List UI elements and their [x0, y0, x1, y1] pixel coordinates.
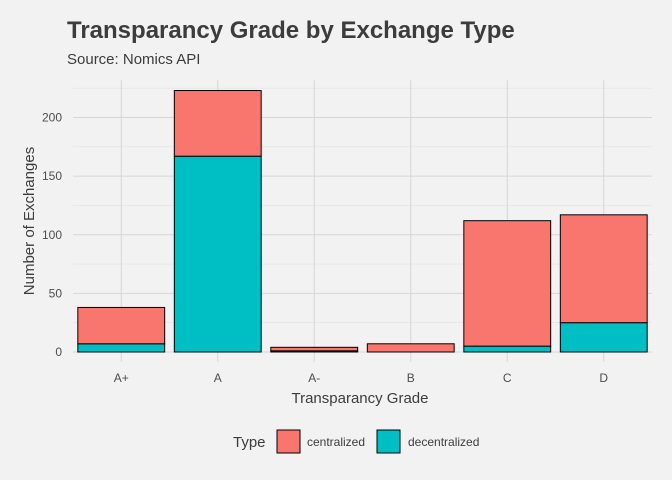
bar-centralized — [270, 346, 359, 352]
bars — [77, 90, 648, 353]
y-axis-title: Number of Exchanges — [21, 147, 38, 295]
bar-centralized — [463, 220, 552, 347]
bar-decentralized — [173, 155, 262, 353]
y-tick-label: 100 — [42, 228, 62, 242]
chart-title: Transparancy Grade by Exchange Type — [67, 17, 515, 44]
bar-centralized — [559, 214, 648, 324]
legend-key-decentralized — [376, 429, 401, 454]
x-tick-label: C — [503, 371, 512, 385]
x-tick-label: D — [599, 371, 608, 385]
bar-decentralized — [77, 343, 166, 353]
y-axis-ticks: 0 50 100 150 200 — [42, 111, 62, 360]
y-tick-label: 50 — [49, 286, 63, 300]
legend-title: Type — [233, 434, 266, 451]
legend-key-centralized — [276, 429, 301, 454]
y-tick-label: 0 — [55, 345, 62, 359]
x-tick-label: B — [407, 371, 415, 385]
bar-decentralized — [559, 322, 648, 353]
chart-subtitle: Source: Nomics API — [67, 51, 200, 68]
bar-centralized — [173, 90, 262, 157]
y-tick-label: 200 — [42, 111, 62, 125]
bar-centralized — [77, 306, 166, 345]
x-axis-ticks: A+ A A- B C D — [114, 371, 609, 385]
x-tick-label: A — [214, 371, 222, 385]
x-axis-title: Transparancy Grade — [291, 390, 428, 407]
x-tick-label: A+ — [114, 371, 129, 385]
y-tick-label: 150 — [42, 169, 62, 183]
bar-decentralized — [463, 345, 552, 353]
legend-label-centralized: centralized — [307, 435, 365, 449]
legend-label-decentralized: decentralized — [408, 435, 479, 449]
legend: Type centralized decentralized — [233, 429, 479, 454]
x-tick-label: A- — [308, 371, 320, 385]
bar-centralized — [366, 343, 455, 353]
